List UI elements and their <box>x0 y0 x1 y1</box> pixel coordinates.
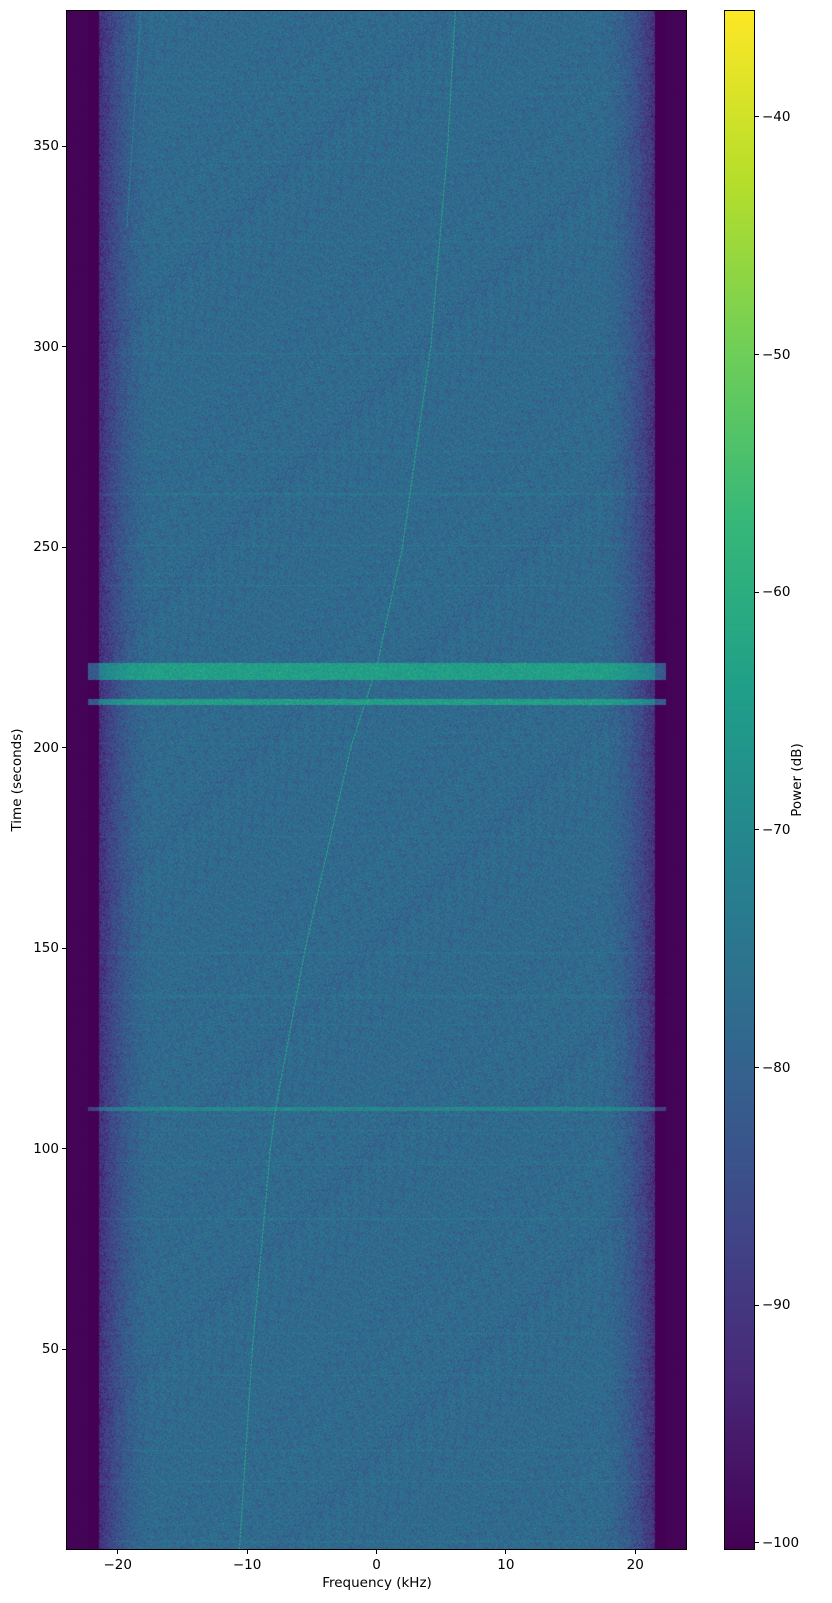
y-tick-mark <box>62 947 66 949</box>
x-tick-label: −10 <box>232 1557 262 1573</box>
signal-trace <box>238 10 456 1550</box>
y-tick-mark <box>62 546 66 548</box>
y-tick-mark <box>62 1148 66 1150</box>
y-tick-mark <box>62 1348 66 1350</box>
faint-trace <box>126 10 142 227</box>
y-tick-label: 50 <box>41 1341 59 1358</box>
colorbar-label: Power (dB) <box>789 743 805 817</box>
y-tick-label: 350 <box>33 138 59 155</box>
signal-trace-point <box>304 947 306 950</box>
colorbar-tick-label: −40 <box>762 108 791 125</box>
spectrogram-heatmap <box>66 10 687 1550</box>
colorbar-tick-mark <box>755 1542 759 1544</box>
colorbar <box>724 10 755 1550</box>
colorbar-tick-label: −60 <box>762 584 791 601</box>
x-tick-mark <box>376 1550 377 1554</box>
colorbar-tick-mark <box>755 1067 759 1069</box>
colorbar-tick-label: −50 <box>762 346 791 363</box>
x-tick-mark <box>246 1550 248 1554</box>
signal-trace-point <box>350 747 352 749</box>
x-tick-mark <box>505 1550 507 1554</box>
y-tick-mark <box>62 747 66 749</box>
y-tick-mark <box>62 145 66 147</box>
colorbar-tick-label: −90 <box>762 1297 791 1314</box>
signal-trace-point <box>274 1108 277 1110</box>
colorbar-tick-mark <box>755 116 759 118</box>
spectrogram-overlay <box>66 10 687 1550</box>
colorbar-tick-label: −70 <box>762 821 791 838</box>
spectrogram-plot-area <box>66 10 687 1550</box>
signal-trace-point <box>269 1148 272 1150</box>
signal-trace-point <box>401 546 403 548</box>
interference-band <box>66 1107 687 1111</box>
x-axis-label: Frequency (kHz) <box>322 1575 432 1591</box>
x-tick-mark <box>117 1550 119 1554</box>
y-tick-label: 300 <box>33 338 59 355</box>
colorbar-tick-mark <box>755 591 759 593</box>
x-tick-mark <box>634 1550 636 1554</box>
faint-trace-point <box>126 225 128 228</box>
signal-trace-point <box>375 667 378 669</box>
x-tick-label: 20 <box>626 1557 644 1573</box>
colorbar-tick-mark <box>755 1304 759 1306</box>
x-tick-label: −20 <box>103 1557 133 1573</box>
y-tick-label: 200 <box>33 739 59 756</box>
y-tick-mark <box>62 346 66 348</box>
y-tick-label: 150 <box>33 940 59 957</box>
colorbar-tick-label: −80 <box>762 1059 791 1076</box>
colorbar-tick-mark <box>755 829 759 831</box>
y-axis-label: Time (seconds) <box>9 728 25 832</box>
y-tick-label: 250 <box>33 539 59 556</box>
x-tick-label: 10 <box>497 1557 515 1573</box>
interference-band <box>66 699 687 705</box>
signal-trace-point <box>251 1348 253 1351</box>
signal-trace-point <box>447 145 449 147</box>
x-tick-label: 0 <box>372 1557 381 1573</box>
colorbar-tick-mark <box>755 354 759 356</box>
colorbar-tick-label: −100 <box>762 1534 800 1551</box>
y-tick-label: 100 <box>33 1140 59 1157</box>
signal-trace-point <box>430 346 432 348</box>
